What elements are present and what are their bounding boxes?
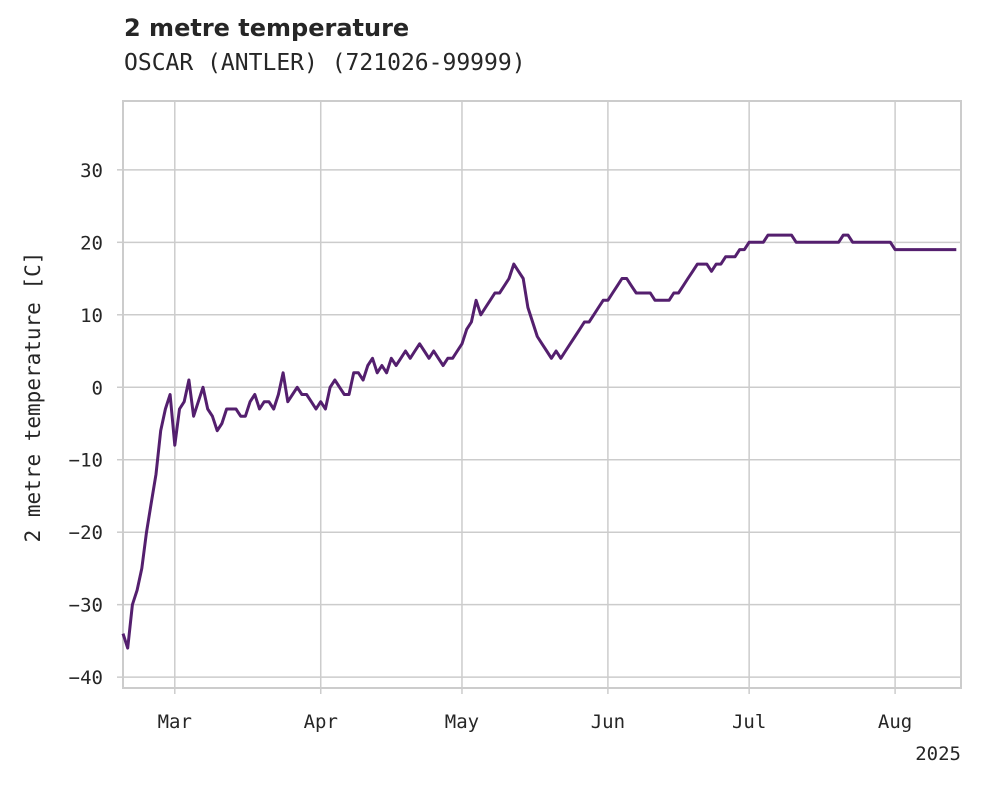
- x-tick-label: Jul: [732, 711, 766, 733]
- y-tick-label: −20: [69, 522, 103, 544]
- chart-subtitle: OSCAR (ANTLER) (721026-99999): [124, 50, 526, 76]
- temperature-series-line: [121, 233, 957, 650]
- year-label: 2025: [915, 743, 961, 765]
- series-layer: [121, 233, 957, 650]
- x-tick-label: Aug: [878, 711, 912, 733]
- y-axis-label: 2 metre temperature [C]: [21, 252, 45, 543]
- y-tick-label: −30: [69, 595, 103, 617]
- y-tick-label: 30: [80, 160, 103, 182]
- plot-frame: [122, 100, 962, 689]
- chart-title: 2 metre temperature: [124, 14, 410, 42]
- x-tick-label: Apr: [304, 711, 338, 733]
- y-tick-label: 10: [80, 305, 103, 327]
- y-tick-label: 20: [80, 232, 103, 254]
- y-tick-label: −40: [69, 667, 103, 689]
- axis-ticks: −40 −30 −20 −10 0 10 20 30 Mar Apr May Jun Jul Aug: [69, 160, 913, 733]
- y-tick-label: 0: [92, 377, 103, 399]
- y-tick-label: −10: [69, 450, 103, 472]
- x-tick-label: May: [445, 711, 479, 733]
- x-tick-label: Mar: [158, 711, 192, 733]
- grid-lines: [123, 101, 961, 688]
- x-tick-label: Jun: [591, 711, 625, 733]
